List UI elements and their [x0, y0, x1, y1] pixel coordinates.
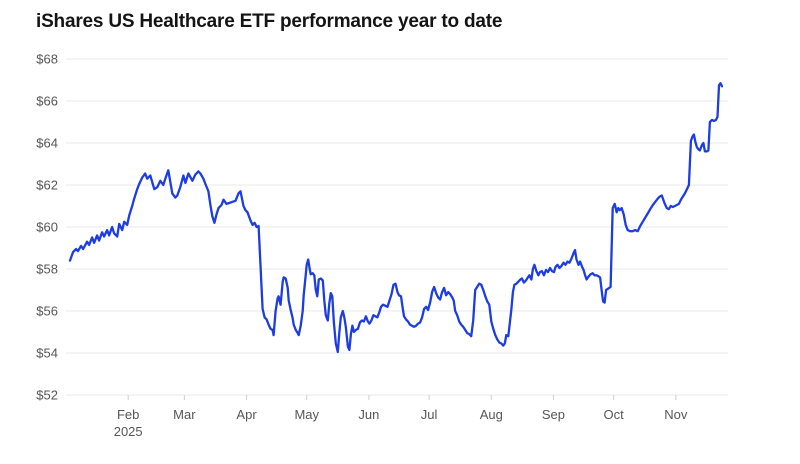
y-axis-label: $68 — [36, 52, 58, 67]
y-axis-label: $66 — [36, 94, 58, 109]
y-axis-label: $54 — [36, 346, 58, 361]
x-axis-label: Jul — [421, 407, 438, 422]
x-axis-year-label: 2025 — [114, 424, 143, 439]
y-axis-label: $52 — [36, 388, 58, 403]
x-axis-label: Mar — [173, 407, 196, 422]
x-axis-label: Sep — [542, 407, 565, 422]
x-axis-label: Jun — [358, 407, 379, 422]
y-axis-label: $58 — [36, 262, 58, 277]
x-axis-label: May — [294, 407, 319, 422]
price-line — [68, 82, 724, 354]
x-axis-label: Aug — [480, 407, 503, 422]
x-axis-label: Apr — [236, 407, 257, 422]
x-axis-label: Nov — [664, 407, 688, 422]
x-axis-label: Oct — [604, 407, 625, 422]
y-axis-label: $62 — [36, 178, 58, 193]
x-axis-label: Feb — [117, 407, 139, 422]
y-axis-label: $56 — [36, 304, 58, 319]
page-title: iShares US Healthcare ETF performance ye… — [36, 11, 503, 32]
y-axis-label: $60 — [36, 220, 58, 235]
y-axis-label: $64 — [36, 136, 58, 151]
